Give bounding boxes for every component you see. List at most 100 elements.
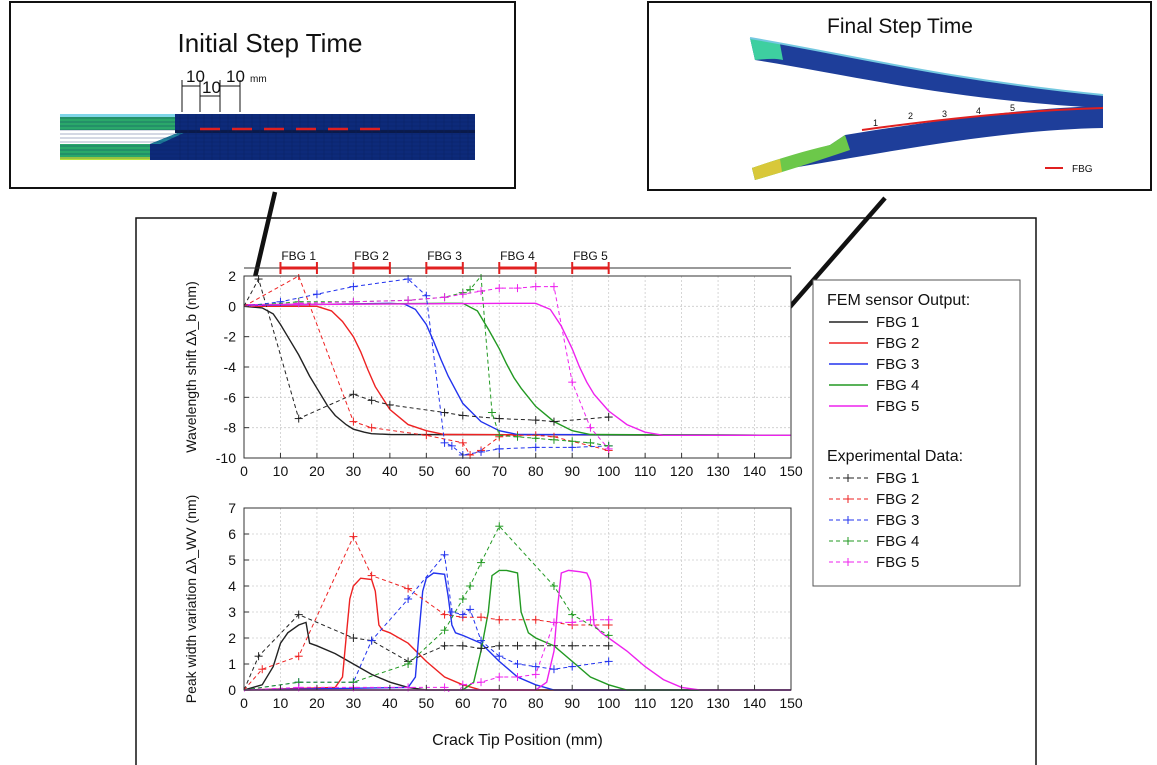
exp-point — [586, 438, 595, 447]
exp-point — [294, 414, 303, 423]
exp-point — [531, 670, 540, 679]
x-tick-label: 150 — [779, 463, 803, 479]
x-tick-label: 60 — [455, 463, 471, 479]
legend-fem-title: FEM sensor Output: — [827, 292, 970, 309]
exp-point — [367, 396, 376, 405]
exp-point — [477, 287, 486, 296]
x-tick-label: 130 — [706, 463, 730, 479]
legend-exp-label: FBG 2 — [876, 491, 919, 508]
y-tick-label: -10 — [216, 450, 236, 466]
fbg-bar-label: FBG 2 — [354, 249, 389, 263]
y-axis-label: Wavelength shift Δλ_b (nm) — [183, 281, 199, 452]
x-axis-label: Crack Tip Position (mm) — [432, 732, 603, 749]
exp-point — [513, 660, 522, 668]
fbg-bar-label: FBG 1 — [281, 249, 316, 263]
chart-frame — [135, 217, 1037, 765]
fem-line-fbg-5 — [244, 569, 791, 691]
y-tick-label: 2 — [228, 268, 236, 284]
exp-point — [385, 400, 394, 409]
exp-point — [440, 438, 449, 447]
legend-exp-label: FBG 5 — [876, 554, 919, 571]
exp-point — [495, 444, 504, 453]
exp-point — [586, 423, 595, 432]
exp-point — [477, 636, 486, 645]
exp-point — [604, 657, 613, 666]
fem-line-fbg-3 — [244, 572, 791, 691]
exp-point — [495, 615, 504, 624]
y-tick-label: -4 — [224, 359, 237, 375]
final-label-4: 4 — [976, 106, 981, 116]
exp-point — [549, 435, 558, 444]
chart-peak-width: 0 10 20 30 40 50 60 70 80 90 100 110 120 130 140 150 0 1 2… — [183, 495, 803, 749]
exp-point — [440, 293, 449, 302]
initial-inset-title: Initial Step Time — [178, 28, 363, 58]
fem-line-fbg-2 — [244, 305, 791, 436]
exp-point — [458, 610, 467, 619]
legend-fem-label: FBG 2 — [876, 335, 919, 352]
exp-point — [349, 282, 358, 291]
exp-line-fbg-5 — [244, 286, 610, 450]
fem-line-fbg-4 — [244, 302, 791, 436]
exp-point — [422, 431, 431, 440]
y-tick-label: 1 — [228, 656, 236, 672]
legend-fem-label: FBG 3 — [876, 356, 919, 373]
y-tick-label: -6 — [224, 389, 237, 405]
x-tick-label: 110 — [634, 695, 657, 711]
exp-point — [495, 414, 504, 423]
exp-point — [549, 417, 558, 426]
exp-point — [477, 678, 486, 687]
dim-unit: mm — [250, 74, 267, 85]
exp-point — [568, 641, 577, 650]
exp-point — [495, 673, 504, 681]
initial-step-inset: Initial Step Time 10 10 10 mm — [9, 1, 516, 189]
chart-wavelength-shift: 0 10 20 30 40 50 60 70 80 90 100 110 120 130 140 150-10… — [183, 268, 803, 479]
exp-point — [531, 443, 540, 452]
legend-fem-label: FBG 5 — [876, 398, 919, 415]
y-tick-label: 4 — [228, 578, 236, 594]
exp-point — [440, 550, 449, 559]
exp-point — [495, 284, 504, 293]
legend-fem-label: FBG 4 — [876, 377, 919, 394]
x-tick-label: 50 — [419, 695, 435, 711]
x-tick-label: 110 — [634, 463, 657, 479]
exp-point — [549, 282, 558, 291]
exp-point — [349, 634, 358, 642]
x-tick-label: 30 — [346, 463, 362, 479]
fem-line-fbg-2 — [244, 577, 791, 691]
exp-point — [513, 432, 522, 441]
dimension-markers — [181, 80, 241, 112]
exp-point — [568, 618, 577, 627]
exp-point — [404, 660, 413, 668]
exp-line-fbg-4 — [244, 525, 609, 691]
exp-point — [294, 299, 303, 308]
y-tick-label: 2 — [228, 630, 236, 646]
x-tick-label: 80 — [528, 695, 544, 711]
exp-point — [477, 644, 486, 653]
exp-point — [531, 641, 540, 650]
exp-point — [440, 641, 449, 650]
x-tick-label: 100 — [597, 695, 621, 711]
exp-point — [466, 605, 475, 614]
exp-point — [458, 641, 467, 650]
y-tick-label: -8 — [224, 420, 237, 436]
y-tick-label: 7 — [228, 500, 236, 516]
exp-point — [404, 595, 413, 603]
x-tick-label: 10 — [273, 695, 289, 711]
exp-point — [477, 558, 486, 567]
y-tick-label: 6 — [228, 526, 236, 542]
exp-point — [294, 652, 303, 661]
fbg-bar-label: FBG 4 — [500, 249, 535, 263]
fem-line-fbg-1 — [244, 621, 791, 691]
final-label-3: 3 — [942, 109, 947, 119]
y-tick-label: 5 — [228, 552, 236, 568]
x-tick-label: 20 — [309, 695, 325, 711]
x-tick-label: 0 — [240, 463, 248, 479]
x-tick-label: 90 — [564, 463, 580, 479]
legend-exp-title: Experimental Data: — [827, 448, 963, 465]
dim-label-1: 10 — [186, 67, 205, 86]
exp-point — [466, 582, 475, 590]
exp-point — [531, 416, 540, 425]
legend-fem-label: FBG 1 — [876, 314, 919, 331]
legend-box — [812, 279, 1021, 587]
final-inset-title: Final Step Time — [827, 15, 973, 38]
